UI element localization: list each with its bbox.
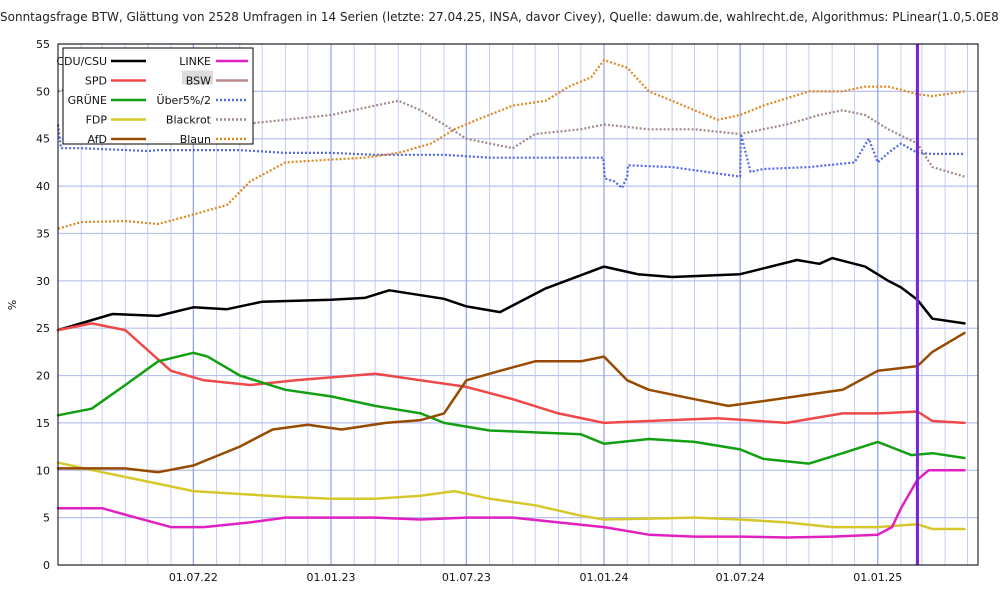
x-tick-label: 01.01.23 <box>307 571 356 584</box>
x-tick-label: 01.01.25 <box>853 571 902 584</box>
y-tick-label: 25 <box>36 322 50 335</box>
y-tick-label: 0 <box>43 559 50 572</box>
legend: CDU/CSU SPD GRÜNE FDP AfD LINKE BSW Über5%/2 Bla… <box>56 47 254 146</box>
y-tick-label: 40 <box>36 180 50 193</box>
x-tick-label: 01.07.24 <box>716 571 765 584</box>
legend-label: BSW <box>186 75 211 88</box>
legend-label: Blaun <box>180 133 211 146</box>
y-tick-label: 20 <box>36 370 50 383</box>
legend-label: GRÜNE <box>68 94 107 107</box>
legend-label: CDU/CSU <box>56 55 107 68</box>
series-line-afd <box>56 331 966 474</box>
series-line-cdu-csu <box>56 256 966 332</box>
plot-frame <box>57 43 979 566</box>
y-tick-label: 55 <box>36 38 50 51</box>
legend-label: LINKE <box>179 55 211 68</box>
legend-box <box>62 47 254 145</box>
series-line-blackrot <box>57 76 965 178</box>
legend-label: Über5%/2 <box>157 94 211 107</box>
legend-label: Blackrot <box>166 114 212 127</box>
legend-label: FDP <box>86 114 108 127</box>
y-tick-label: 35 <box>36 227 50 240</box>
x-tick-label: 01.07.22 <box>169 571 218 584</box>
series-line--ber5-2 <box>56 124 965 190</box>
series-line-spd <box>56 322 966 425</box>
series-line-gr-ne <box>56 351 966 465</box>
y-tick-label: 30 <box>36 275 50 288</box>
series-line-blaun <box>57 58 965 230</box>
legend-label: SPD <box>85 75 107 88</box>
series-line-linke <box>56 469 966 539</box>
y-tick-label: 5 <box>43 512 50 525</box>
y-tick-label: 15 <box>36 417 50 430</box>
y-axis-label: % <box>6 300 19 310</box>
legend-highlight <box>182 70 213 85</box>
chart-title: Sonntagsfrage BTW, Glättung von 2528 Umf… <box>0 10 1000 24</box>
series-line-fdp <box>56 461 966 531</box>
y-tick-label: 10 <box>36 464 50 477</box>
legend-label: AfD <box>88 133 107 146</box>
y-tick-label: 50 <box>36 85 50 98</box>
x-tick-label: 01.01.24 <box>580 571 629 584</box>
x-tick-label: 01.07.23 <box>442 571 491 584</box>
y-tick-label: 45 <box>36 133 50 146</box>
